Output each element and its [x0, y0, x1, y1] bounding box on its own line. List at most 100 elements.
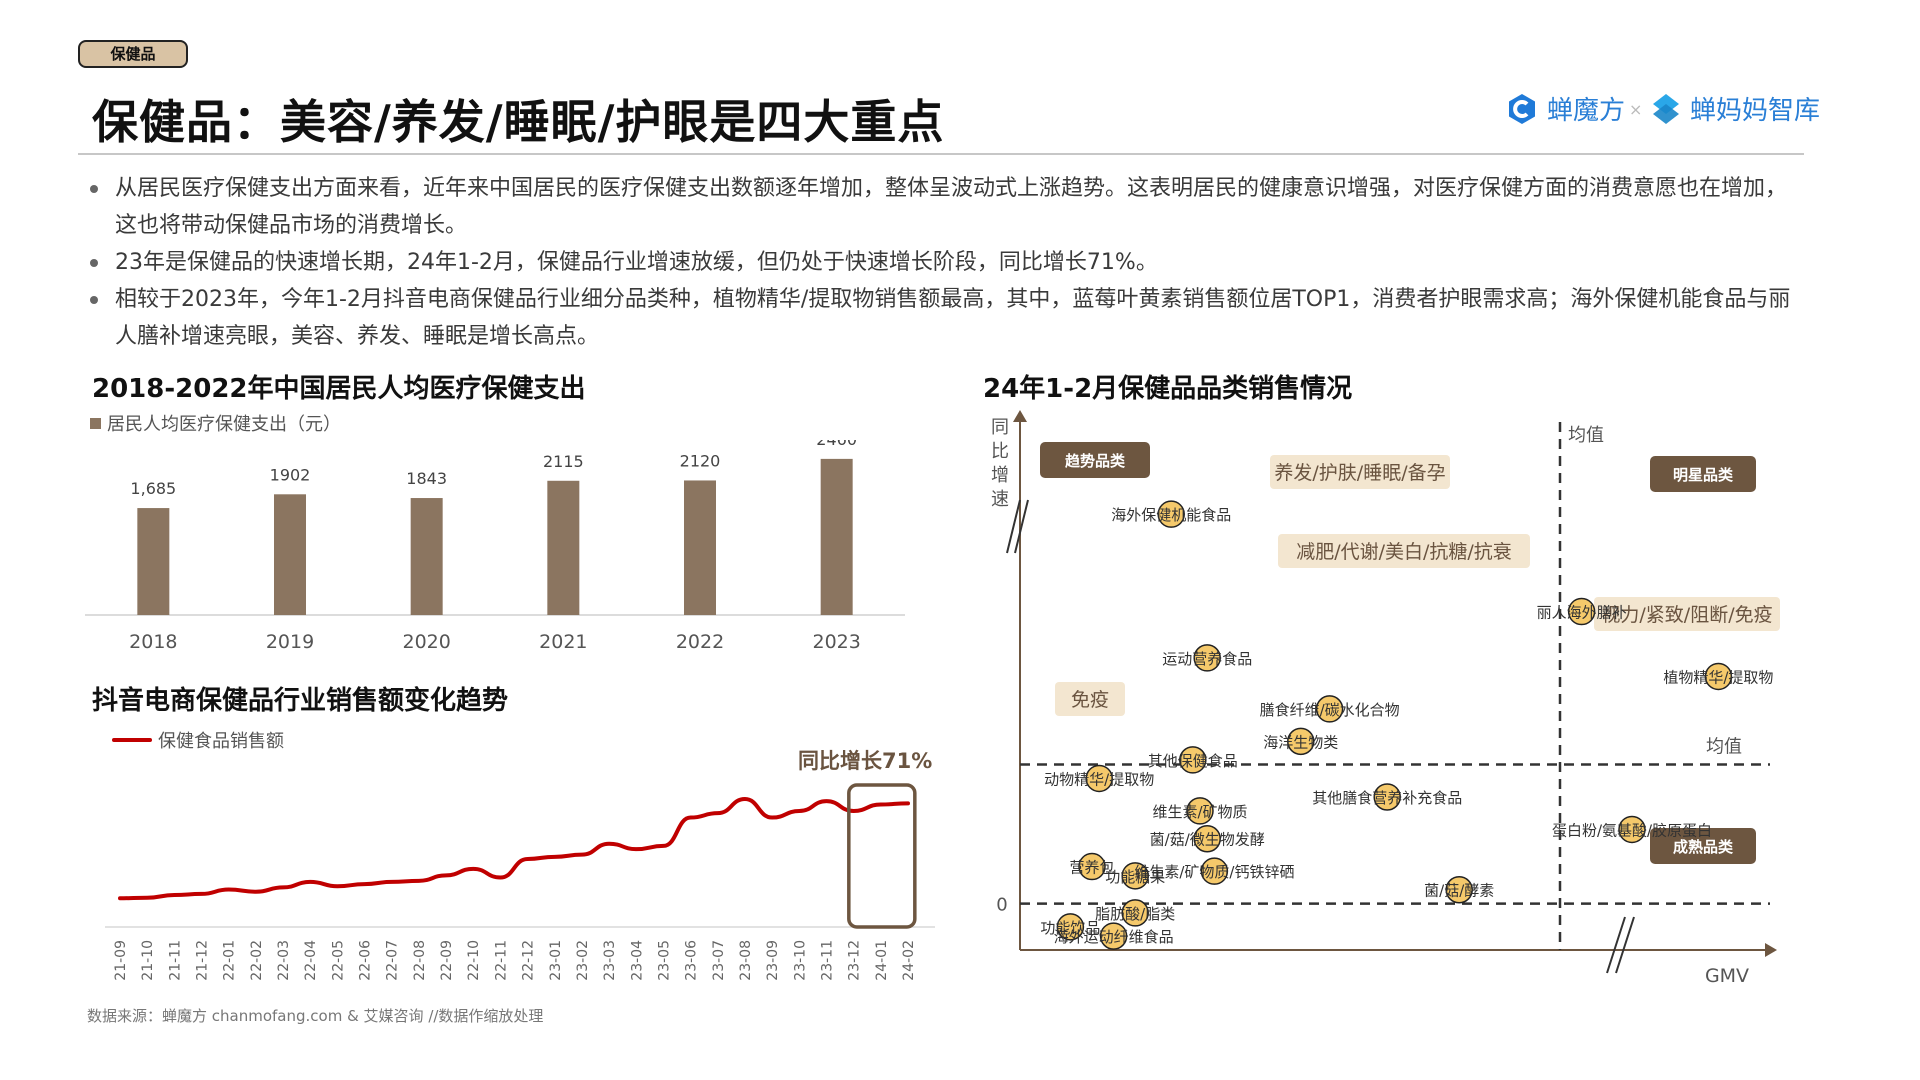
- line-legend-swatch: [112, 738, 152, 742]
- line-tick-label: 23-04: [629, 940, 645, 981]
- line-tick-label: 23-03: [602, 940, 618, 981]
- scatter-point: [1200, 857, 1229, 885]
- highlight-pill: [1278, 534, 1530, 568]
- bar-category-label: 2019: [266, 631, 314, 653]
- summary-bullet: 相较于2023年，今年1-2月抖音电商保健品行业细分品类种，植物精华/提取物销售…: [85, 281, 1805, 355]
- line-tick-label: 22-02: [249, 940, 265, 981]
- sales-trend-line: [118, 796, 910, 901]
- line-tick-label: 22-08: [412, 940, 428, 981]
- line-chart-legend: 保健食品销售额: [112, 727, 284, 753]
- line-tick-label: 22-11: [493, 940, 509, 981]
- bar-category-label: 2018: [129, 631, 177, 653]
- highlight-pill: [1270, 455, 1450, 489]
- scatter-point-label: 功能糖果: [1105, 868, 1165, 886]
- y-axis-label-char: 同: [991, 417, 1009, 438]
- page-title: 保健品：美容/养发/睡眠/护眼是四大重点: [92, 95, 945, 149]
- bar: [137, 508, 170, 615]
- bar-value-label: 2460: [816, 440, 857, 449]
- title-divider: [78, 153, 1804, 155]
- scatter-point: [1567, 597, 1596, 626]
- y-average-label: 均值: [1706, 737, 1742, 758]
- scatter-point: [1315, 695, 1344, 723]
- highlight-pill: [1594, 597, 1780, 631]
- highlight-pill-label: 养发/护肤/睡眠/备孕: [1274, 462, 1445, 484]
- quadrant-tag-label: 趋势品类: [1065, 452, 1126, 470]
- bar-category-label: 2021: [539, 631, 587, 653]
- quadrant-tag: [1650, 828, 1756, 864]
- summary-bullet: 从居民医疗保健支出方面来看，近年来中国居民的医疗保健支出数额逐年增加，整体呈波动…: [85, 170, 1805, 244]
- y-axis-label-char: 增: [991, 465, 1009, 486]
- bar: [410, 498, 443, 615]
- bar-value-label: 1902: [270, 465, 311, 484]
- scatter-point: [1186, 797, 1214, 825]
- bar-chart-legend: 居民人均医疗保健支出（元）: [90, 410, 341, 436]
- highlight-pill-label: 免疫: [1071, 689, 1109, 711]
- scatter-point-label: 蛋白粉/氨基酸/胶原蛋白: [1552, 821, 1712, 839]
- line-tick-label: 23-02: [575, 940, 591, 981]
- scatter-point-label: 其他膳食营养补充食品: [1312, 789, 1462, 807]
- y-axis-arrow: [1013, 410, 1027, 422]
- bar-chart-title: 2018-2022年中国居民人均医疗保健支出: [92, 374, 586, 404]
- scatter-point-label: 脂肪酸/脂类: [1095, 905, 1175, 923]
- scatter-point: [1099, 922, 1128, 950]
- chanmama-logo-text: 蝉妈妈智库: [1690, 96, 1821, 126]
- summary-bullet: 23年是保健品的快速增长期，24年1-2月，保健品行业增速放缓，但仍处于快速增长…: [85, 244, 1805, 281]
- line-tick-label: 22-05: [330, 940, 346, 981]
- scatter-point: [1373, 783, 1401, 811]
- scatter-point-label: 营养包: [1069, 859, 1114, 877]
- scatter-point: [1445, 875, 1473, 904]
- scatter-point-label: 维生素/矿物质/钙铁锌硒: [1134, 863, 1294, 881]
- bar-value-label: 2120: [680, 451, 721, 470]
- quadrant-tag: [1650, 456, 1756, 492]
- quadrant-tag-label: 成熟品类: [1673, 838, 1734, 856]
- line-tick-label: 23-08: [738, 940, 754, 981]
- line-chart: 21-09 21-10 21-11 21-12 22-01 22-02 22-03 22-04…: [105, 783, 935, 981]
- line-tick-label: 23-12: [847, 940, 863, 981]
- scatter-point: [1179, 746, 1207, 774]
- x-axis-arrow: [1765, 943, 1777, 957]
- quadrant-tag: [1040, 442, 1150, 478]
- scatter-point: [1121, 899, 1149, 927]
- scatter-point-label: 动物精华/提取物: [1044, 770, 1154, 788]
- line-tick-label: 21-12: [195, 940, 211, 981]
- bar-value-label: 1843: [406, 469, 447, 488]
- scatter-point-label: 运动营养食品: [1162, 650, 1252, 668]
- zero-label: 0: [996, 895, 1007, 916]
- summary-bullets: 从居民医疗保健支出方面来看，近年来中国居民的医疗保健支出数额逐年增加，整体呈波动…: [85, 170, 1805, 355]
- scatter-point-label: 维生素/矿物质: [1152, 803, 1247, 821]
- bar-value-label: 1,685: [130, 479, 176, 498]
- scatter-point-label: 其他保健食品: [1148, 752, 1238, 770]
- line-tick-label: 23-09: [765, 940, 781, 981]
- line-tick-label: 24-02: [901, 940, 917, 981]
- scatter-point-label: 丽人海外膳补: [1537, 604, 1627, 622]
- scatter-chart: 均值均值0GMV同比增速趋势品类明星品类成熟品类养发/护肤/睡眠/备孕减肥/代谢…: [991, 410, 1780, 987]
- highlight-pill-label: 视力/紧致/阻断/免疫: [1601, 604, 1772, 626]
- growth-callout: 同比增长71%: [798, 749, 933, 773]
- scatter-point: [1121, 862, 1149, 890]
- bar: [274, 494, 306, 615]
- chanmofang-logo-text: 蝉魔方: [1547, 96, 1626, 126]
- scatter-point-label: 海外保健机能食品: [1111, 506, 1231, 524]
- scatter-point: [1618, 815, 1646, 844]
- scatter-point-label: 菌/菇/酵素: [1424, 882, 1494, 900]
- line-tick-label: 22-12: [521, 940, 537, 981]
- scatter-point-label: 菌/菇/微生物发酵: [1150, 831, 1265, 849]
- scatter-point: [1287, 727, 1315, 756]
- line-tick-label: 21-09: [113, 940, 129, 981]
- line-tick-label: 23-11: [819, 940, 835, 981]
- category-tag: 保健品: [78, 40, 188, 68]
- chanmofang-logo: 蝉魔方: [1505, 90, 1625, 127]
- y-axis-label-char: 速: [991, 489, 1009, 510]
- line-tick-label: 23-10: [792, 940, 808, 981]
- x-axis-label: GMV: [1705, 965, 1749, 987]
- logo-separator: ×: [1629, 100, 1643, 119]
- line-tick-label: 22-07: [385, 940, 401, 981]
- bar-legend-label: 居民人均医疗保健支出（元）: [107, 414, 341, 435]
- bar-category-label: 2022: [676, 631, 724, 653]
- growth-highlight-box: [847, 783, 917, 929]
- chanmama-logo: 蝉妈妈智库: [1650, 90, 1820, 127]
- scatter-point: [1193, 644, 1221, 672]
- scatter-point-label: 功能饮品: [1040, 919, 1100, 937]
- line-tick-label: 21-10: [140, 940, 156, 981]
- y-axis-label-char: 比: [991, 441, 1009, 462]
